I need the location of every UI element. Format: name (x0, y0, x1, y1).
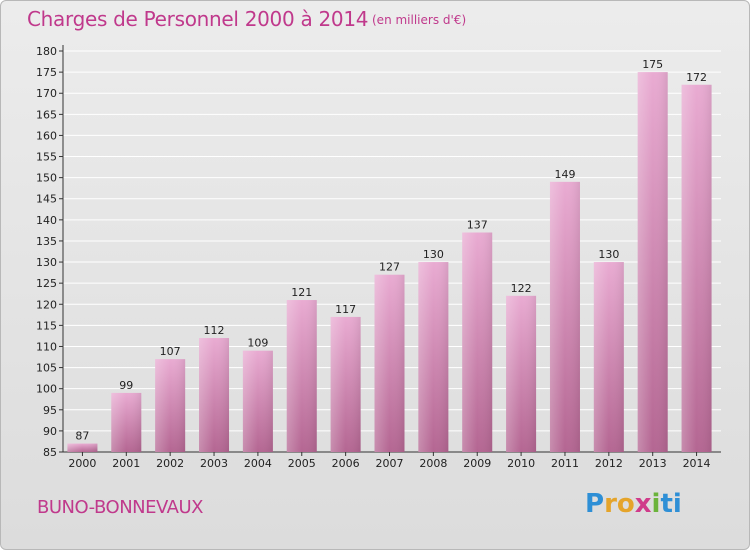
bar-shade (242, 350, 273, 452)
data-label: 99 (119, 379, 133, 392)
x-tick-label: 2007 (376, 457, 404, 470)
x-tick-label: 2005 (288, 457, 316, 470)
x-tick-label: 2004 (244, 457, 272, 470)
y-tick-label: 170 (36, 87, 57, 100)
chart-title: Charges de Personnel 2000 à 2014 (27, 7, 369, 31)
bar-shade (549, 181, 580, 452)
bar-shade (418, 262, 449, 452)
y-tick-label: 155 (36, 151, 57, 164)
x-tick-label: 2014 (683, 457, 711, 470)
logo-letter: r (604, 489, 617, 519)
y-tick-label: 175 (36, 66, 57, 79)
x-tick-label: 2003 (200, 457, 228, 470)
y-tick-label: 135 (36, 235, 57, 248)
x-tick-label: 2012 (595, 457, 623, 470)
data-label: 117 (335, 303, 356, 316)
x-tick-label: 2006 (332, 457, 360, 470)
bar-shade (462, 232, 493, 452)
x-tick-label: 2009 (463, 457, 491, 470)
data-label: 149 (554, 168, 575, 181)
bar-shade (199, 338, 230, 452)
labels: 85 90 95 100 105 110 115 120 125 130 135 140 145 150 1… (36, 45, 711, 470)
data-label: 137 (467, 219, 488, 232)
logo-letter: P (585, 489, 605, 519)
logo-letter: x (634, 489, 652, 519)
data-label: 109 (247, 337, 268, 350)
data-label: 172 (686, 71, 707, 84)
x-tick-label: 2010 (507, 457, 535, 470)
x-tick-label: 2000 (68, 457, 96, 470)
y-tick-label: 90 (43, 425, 57, 438)
x-tick-label: 2008 (419, 457, 447, 470)
data-label: 127 (379, 261, 400, 274)
data-label: 175 (642, 58, 663, 71)
bar-shade (67, 443, 98, 452)
x-tick-label: 2001 (112, 457, 140, 470)
bar-shade (374, 274, 405, 452)
bar-shade (155, 359, 186, 452)
bar-shade (286, 300, 317, 452)
y-tick-label: 125 (36, 277, 57, 290)
y-tick-label: 140 (36, 214, 57, 227)
logo-letter: i (651, 489, 661, 519)
bar-shade (111, 392, 142, 452)
y-tick-label: 95 (43, 404, 57, 417)
data-label: 87 (75, 430, 89, 443)
y-tick-label: 115 (36, 319, 57, 332)
x-tick-label: 2013 (639, 457, 667, 470)
bar-shade (681, 84, 712, 452)
y-tick-label: 145 (36, 193, 57, 206)
data-label: 107 (160, 345, 181, 358)
data-label: 121 (291, 286, 312, 299)
x-tick-label: 2002 (156, 457, 184, 470)
gridlines (63, 50, 721, 453)
y-tick-label: 110 (36, 340, 57, 353)
y-tick-label: 160 (36, 129, 57, 142)
x-tick-label: 2011 (551, 457, 579, 470)
y-tick-label: 100 (36, 383, 57, 396)
y-tick-label: 120 (36, 298, 57, 311)
chart-subtitle: (en milliers d'€) (372, 13, 467, 27)
logo-letter: o (616, 489, 635, 519)
data-label: 122 (511, 282, 532, 295)
data-label: 130 (598, 248, 619, 261)
bar-shade (637, 72, 668, 453)
logo-letter: ti (660, 489, 682, 519)
bar-shade (593, 262, 624, 452)
data-label: 112 (204, 324, 225, 337)
proxiti-logo: Proxiti (585, 489, 682, 519)
y-tick-label: 180 (36, 45, 57, 58)
commune-name: BUNO-BONNEVAUX (37, 497, 204, 518)
data-label: 130 (423, 248, 444, 261)
bar-shade (506, 295, 537, 452)
bar-shade (330, 316, 361, 452)
y-tick-label: 105 (36, 362, 57, 375)
y-tick-label: 85 (43, 446, 57, 459)
y-tick-label: 165 (36, 108, 57, 121)
y-tick-label: 150 (36, 172, 57, 185)
bars (67, 72, 712, 453)
y-tick-label: 130 (36, 256, 57, 269)
